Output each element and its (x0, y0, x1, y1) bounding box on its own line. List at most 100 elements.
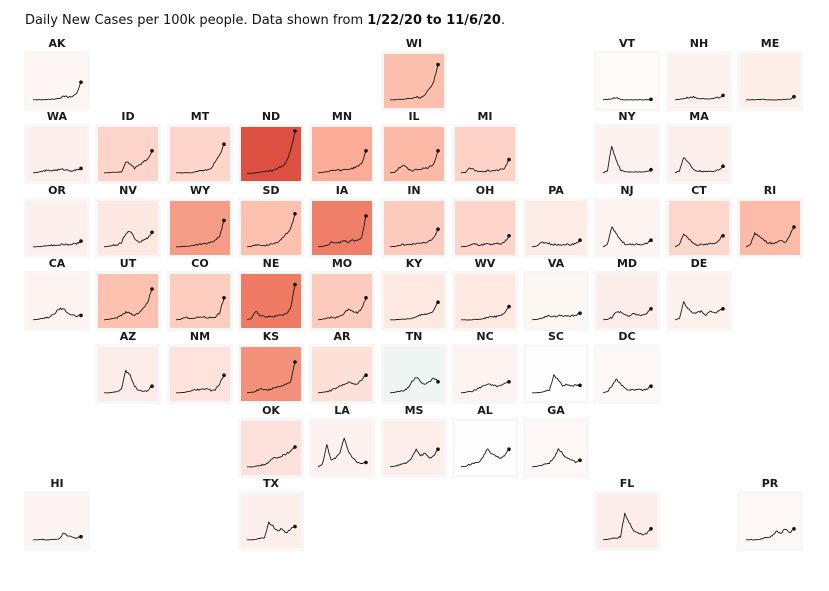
sparkline-series-ne (246, 284, 296, 321)
state-label: NC (476, 330, 494, 343)
sparkline-latest-point (79, 534, 83, 539)
sparkline (460, 380, 511, 394)
sparkline (674, 93, 725, 101)
sparkline-series-md (602, 308, 652, 321)
state-tile-wy: WY (167, 185, 233, 259)
sparkline (746, 527, 796, 541)
sparkline-plot-area (597, 274, 657, 328)
state-tile-tn: TN (381, 331, 447, 405)
state-tile-nj: NJ (594, 185, 660, 259)
state-tile-or: OR (24, 185, 90, 259)
sparkline-latest-point (507, 447, 511, 451)
sparkline (176, 142, 226, 174)
sparkline-plot-area (241, 494, 301, 548)
sparkline-plot-area (597, 201, 657, 255)
sparkline-frame (95, 124, 161, 184)
sparkline-series-mo (317, 297, 367, 321)
sparkline-series-de (674, 301, 724, 321)
sparkline-plot-area (312, 201, 372, 255)
state-label: AR (333, 330, 351, 343)
sparkline-latest-point (721, 307, 725, 311)
state-tile-ms: MS (381, 405, 447, 479)
sparkline-plot-area (669, 201, 729, 255)
sparkline (103, 287, 154, 321)
state-tile-tx: TX (238, 478, 304, 552)
sparkline-series-co (175, 297, 225, 321)
state-label: IN (407, 184, 421, 197)
state-tile-nm: NM (167, 331, 233, 405)
state-tile-al: AL (452, 405, 518, 479)
sparkline (674, 157, 725, 174)
sparkline-plot-area (241, 347, 301, 401)
state-label: NE (262, 257, 280, 270)
sparkline-frame (666, 271, 732, 331)
sparkline-frame (24, 124, 90, 184)
sparkline-plot-area (98, 274, 158, 328)
state-label: VA (547, 257, 565, 270)
sparkline-frame (167, 124, 233, 184)
state-tile-az: AZ (95, 331, 161, 405)
sparkline (745, 225, 796, 248)
sparkline-latest-point (222, 373, 226, 377)
sparkline-frame (594, 51, 660, 111)
sparkline-frame (594, 344, 660, 404)
sparkline-series-nc (460, 381, 510, 394)
state-tile-ny: NY (594, 111, 660, 185)
sparkline-frame (309, 344, 375, 404)
sparkline-series-ky (390, 301, 439, 321)
state-tile-me: ME (737, 38, 803, 112)
state-label: MD (616, 257, 638, 270)
sparkline-frame (238, 418, 304, 478)
state-tile-ks: KS (238, 331, 304, 405)
sparkline-latest-point (364, 460, 368, 465)
sparkline-latest-point (507, 304, 511, 309)
state-label: KY (405, 257, 423, 270)
sparkline-latest-point (436, 62, 440, 67)
state-tile-ky: KY (381, 258, 447, 332)
sparkline (33, 532, 83, 541)
sparkline-frame (452, 344, 518, 404)
state-tile-ut: UT (95, 258, 161, 332)
sparkline (674, 233, 725, 248)
caption-prefix: Daily New Cases per 100k people. Data sh… (25, 13, 368, 28)
sparkline-latest-point (79, 313, 83, 318)
sparkline (246, 282, 297, 321)
sparkline-latest-point (436, 227, 440, 231)
sparkline-plot-area (597, 494, 657, 548)
sparkline-latest-point (649, 167, 653, 172)
sparkline-latest-point (507, 157, 511, 162)
sparkline-plot-area (312, 421, 372, 475)
sparkline-latest-point (364, 296, 368, 300)
state-label: TN (405, 330, 423, 343)
state-tile-co: CO (167, 258, 233, 332)
sparkline-frame (95, 344, 161, 404)
state-label: NM (189, 330, 211, 343)
sparkline-plot-area (27, 494, 87, 548)
sparkline-frame (24, 271, 90, 331)
sparkline (602, 145, 653, 174)
sparkline (33, 80, 83, 101)
sparkline-series-al (460, 448, 510, 468)
state-tile-ok: OK (238, 405, 304, 479)
state-tile-mn: MN (309, 111, 375, 185)
sparkline-latest-point (436, 447, 440, 451)
sparkline-series-nm (176, 375, 225, 394)
sparkline-series-nd (246, 130, 296, 175)
state-tile-pa: PA (523, 185, 589, 259)
sparkline-frame (24, 491, 90, 551)
sparkline-frame (24, 198, 90, 258)
sparkline-plot-area (455, 201, 515, 255)
state-label: CT (691, 184, 707, 197)
sparkline-plot-area (455, 347, 515, 401)
state-tile-ar: AR (309, 331, 375, 405)
state-tile-mi: MI (452, 111, 518, 185)
sparkline (602, 378, 653, 394)
sparkline-frame (95, 271, 161, 331)
sparkline (531, 448, 582, 468)
sparkline (532, 374, 582, 394)
state-tile-va: VA (523, 258, 589, 332)
sparkline-frame (737, 51, 803, 111)
sparkline-plot-area (384, 201, 444, 255)
caption-date-range: 1/22/20 to 11/6/20 (367, 13, 501, 28)
sparkline-frame (95, 198, 161, 258)
